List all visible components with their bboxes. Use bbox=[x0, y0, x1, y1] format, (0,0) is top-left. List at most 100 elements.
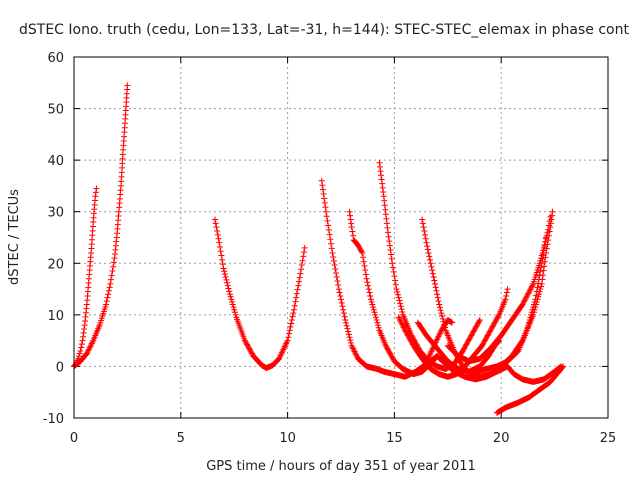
data-point bbox=[449, 319, 456, 326]
data-point bbox=[388, 353, 395, 360]
data-point bbox=[357, 247, 364, 254]
data-point bbox=[441, 321, 448, 328]
data-point bbox=[495, 313, 502, 320]
data-point bbox=[431, 277, 438, 284]
data-point bbox=[75, 353, 82, 360]
data-point bbox=[245, 344, 252, 351]
data-point bbox=[459, 347, 466, 354]
data-point bbox=[399, 321, 406, 328]
data-point bbox=[401, 325, 408, 332]
data-point bbox=[545, 226, 552, 233]
data-point bbox=[355, 242, 362, 249]
data-point bbox=[538, 260, 545, 267]
chart-title: dSTEC Iono. truth (cedu, Lon=133, Lat=-3… bbox=[19, 22, 629, 38]
data-point bbox=[84, 349, 91, 356]
data-point bbox=[476, 318, 483, 325]
data-point bbox=[338, 296, 344, 303]
data-point bbox=[523, 294, 530, 301]
data-point bbox=[380, 189, 387, 196]
data-point bbox=[85, 347, 92, 354]
data-point bbox=[337, 292, 344, 299]
data-point bbox=[219, 261, 226, 268]
data-point bbox=[338, 299, 345, 306]
data-point bbox=[470, 328, 477, 335]
data-point bbox=[341, 313, 348, 320]
data-point bbox=[108, 272, 115, 279]
x-tick-label: 15 bbox=[386, 431, 403, 446]
data-point bbox=[284, 337, 291, 344]
data-point bbox=[379, 180, 386, 187]
data-point bbox=[537, 268, 544, 275]
data-point bbox=[439, 315, 446, 322]
data-point bbox=[231, 309, 238, 316]
data-point bbox=[404, 332, 411, 339]
data-point bbox=[347, 212, 354, 219]
data-point bbox=[389, 354, 396, 361]
data-point bbox=[350, 232, 357, 239]
data-point bbox=[224, 279, 231, 286]
data-point bbox=[399, 323, 406, 330]
data-point bbox=[466, 336, 473, 343]
data-point bbox=[385, 233, 392, 240]
data-point bbox=[390, 268, 397, 275]
data-point bbox=[292, 298, 299, 305]
data-point bbox=[288, 317, 295, 324]
data-point bbox=[523, 293, 530, 300]
data-point bbox=[217, 248, 224, 255]
data-point bbox=[407, 337, 414, 344]
x-tick-label: 10 bbox=[279, 431, 296, 446]
data-point bbox=[342, 317, 349, 324]
data-point bbox=[494, 314, 501, 321]
data-point bbox=[433, 353, 440, 360]
data-point bbox=[431, 280, 438, 287]
data-point bbox=[248, 349, 255, 356]
data-point bbox=[378, 172, 385, 179]
data-point bbox=[289, 313, 296, 320]
data-point bbox=[243, 340, 250, 347]
data-point bbox=[461, 344, 468, 351]
data-point bbox=[560, 363, 567, 370]
data-point bbox=[220, 265, 227, 272]
data-point bbox=[226, 288, 233, 295]
data-point bbox=[420, 224, 427, 231]
data-point bbox=[347, 337, 354, 344]
data-point bbox=[228, 296, 235, 303]
data-point bbox=[394, 291, 401, 298]
data-point bbox=[346, 208, 353, 215]
data-point bbox=[336, 289, 343, 296]
data-point bbox=[229, 301, 236, 308]
data-point bbox=[334, 278, 341, 285]
data-point bbox=[106, 284, 113, 291]
data-point bbox=[481, 337, 488, 344]
data-point bbox=[547, 213, 554, 220]
data-point bbox=[79, 337, 86, 344]
data-point bbox=[389, 260, 396, 267]
data-point bbox=[83, 350, 90, 357]
data-point bbox=[80, 333, 87, 340]
data-point bbox=[348, 224, 355, 231]
data-point bbox=[403, 329, 410, 336]
data-point bbox=[323, 208, 330, 215]
data-point bbox=[369, 301, 376, 308]
data-point bbox=[323, 213, 330, 220]
data-point bbox=[538, 255, 545, 262]
data-point bbox=[484, 332, 491, 339]
data-point bbox=[533, 292, 540, 299]
data-point bbox=[540, 247, 547, 254]
x-tick-label: 25 bbox=[600, 431, 617, 446]
data-point bbox=[365, 282, 372, 289]
data-point bbox=[362, 267, 369, 274]
data-point bbox=[400, 324, 407, 331]
data-point bbox=[479, 341, 486, 348]
data-point bbox=[471, 327, 478, 334]
data-point bbox=[399, 308, 406, 315]
data-point bbox=[469, 329, 476, 336]
data-point bbox=[363, 275, 370, 282]
data-point bbox=[88, 341, 95, 348]
data-point bbox=[526, 317, 533, 324]
data-point bbox=[332, 266, 339, 273]
data-point bbox=[80, 329, 87, 336]
data-point bbox=[538, 252, 545, 259]
data-point bbox=[372, 314, 379, 321]
